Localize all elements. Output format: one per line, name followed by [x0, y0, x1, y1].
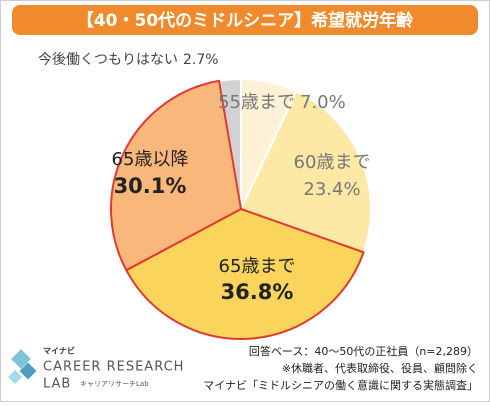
slice-label: 60歳まで	[294, 152, 371, 173]
logo-icon	[11, 349, 31, 369]
value-label: 30.1%	[114, 174, 187, 198]
value-label: 2.7%	[183, 52, 219, 68]
logo-icon	[7, 369, 23, 385]
note: マイナビ「ミドルシニアの働く意識に関する実態調査」	[203, 378, 478, 392]
value-label: 23.4%	[303, 179, 360, 200]
logo-brand: マイナビ	[43, 346, 75, 356]
logo: マイナビ CAREER RESEARCH LAB キャリアリサーチLab	[7, 346, 184, 392]
pie-slice	[239, 90, 372, 254]
value-label: 7.0%	[300, 92, 346, 113]
slice-label: 65歳まで	[219, 256, 296, 277]
title-bar	[12, 5, 478, 35]
slice-label: 55歳まで	[218, 92, 295, 113]
value-label: 36.8%	[221, 280, 294, 304]
logo-sub: キャリアリサーチLab	[80, 380, 149, 388]
pie-slice	[124, 207, 365, 340]
slice-label: 65歳以降	[112, 149, 189, 170]
logo-text: LAB	[43, 377, 71, 392]
note: ※休職者、代表取締役、役員、顧問除く	[282, 361, 478, 375]
pie-slice	[110, 79, 243, 272]
logo-text: CAREER RESEARCH	[43, 360, 184, 375]
note: 回答ベース：40～50代の正社員（n=2,289）	[249, 344, 478, 358]
slice-label: 今後働くつもりはない	[38, 52, 178, 68]
chart-title: 【40・50代のミドルシニア】希望就労年齢	[77, 10, 414, 31]
